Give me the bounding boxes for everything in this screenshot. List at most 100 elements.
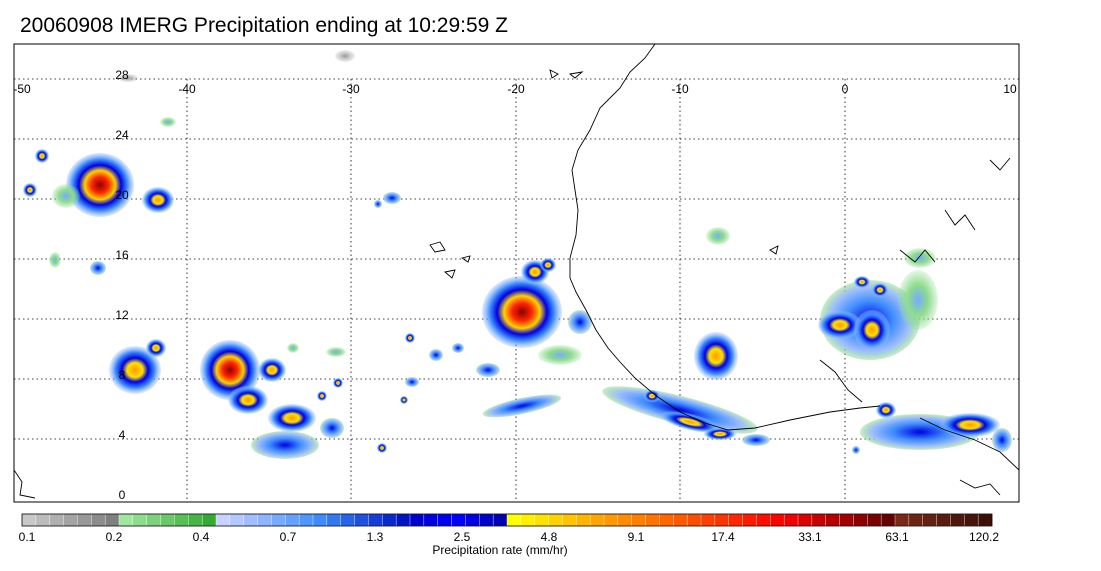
- colorbar-swatch: [91, 513, 106, 527]
- colorbar-swatch: [437, 513, 453, 527]
- colorbar-swatch: [867, 513, 882, 527]
- colorbar-swatch: [964, 513, 979, 527]
- lat-label: 8: [119, 368, 126, 382]
- colorbar-swatch: [534, 513, 550, 527]
- storm-cell: [568, 310, 592, 334]
- colorbar-swatch: [728, 513, 744, 527]
- storm-cell: [706, 227, 730, 245]
- colorbar-swatch: [298, 513, 314, 527]
- storm-cell: [160, 117, 176, 127]
- colorbar: 0.1 0.2 0.4 0.7 1.3 2.5 4.8 9.1 17.4 33.1 63.1 120.…: [19, 513, 999, 544]
- lat-label: 24: [115, 128, 129, 142]
- colorbar-swatch: [520, 513, 536, 527]
- storm-cell: [872, 283, 888, 297]
- storm-cell: [644, 390, 660, 402]
- latitude-labels: 28 24 20 16 12 8 4 0: [115, 68, 129, 502]
- storm-cell: [49, 252, 61, 268]
- colorbar-swatch: [285, 513, 300, 527]
- colorbar-swatch: [936, 513, 951, 527]
- colorbar-swatch: [423, 513, 439, 527]
- storm-cell: [200, 340, 260, 400]
- colorbar-swatch: [409, 513, 425, 527]
- longitude-labels: -50 -40 -30 -20 -10 0 10: [13, 82, 1017, 96]
- storm-cell: [452, 343, 464, 353]
- lon-label: -40: [178, 82, 196, 96]
- storm-cell: [317, 391, 327, 401]
- colorbar-swatch: [368, 513, 383, 527]
- storm-cell: [383, 192, 401, 204]
- storm-cell: [287, 343, 299, 353]
- storm-cell: [52, 184, 80, 208]
- colorbar-swatch: [257, 513, 272, 527]
- colorbar-swatch: [340, 513, 356, 527]
- colorbar-swatch: [977, 513, 993, 527]
- colorbar-swatch: [908, 513, 924, 527]
- colorbar-swatch: [673, 513, 688, 527]
- colorbar-swatch: [770, 513, 785, 527]
- colorbar-tick-label: 1.3: [367, 530, 384, 544]
- colorbar-swatch: [243, 513, 259, 527]
- map-title: 20060908 IMERG Precipitation ending at 1…: [20, 14, 508, 37]
- storm-cell: [146, 339, 166, 357]
- colorbar-tick-label: 120.2: [969, 530, 999, 544]
- colorbar-swatch: [63, 513, 78, 527]
- colorbar-swatch: [756, 513, 771, 527]
- storm-cell: [482, 276, 562, 348]
- storm-cell: [742, 434, 770, 446]
- colorbar-swatch: [271, 513, 286, 527]
- colorbar-swatch: [49, 513, 65, 527]
- colorbar-swatch: [562, 513, 577, 527]
- colorbar-swatch: [839, 513, 854, 527]
- colorbar-swatch: [811, 513, 827, 527]
- colorbar-swatch: [880, 513, 896, 527]
- colorbar-tick-label: 0.1: [19, 530, 36, 544]
- colorbar-tick-label: 17.4: [711, 530, 735, 544]
- colorbar-tick-label: 4.8: [541, 530, 558, 544]
- lon-label: -30: [342, 82, 360, 96]
- storm-cell: [228, 386, 268, 414]
- colorbar-swatch: [548, 513, 563, 527]
- lat-label: 0: [119, 488, 126, 502]
- colorbar-swatch: [659, 513, 674, 527]
- colorbar-swatch: [950, 513, 965, 527]
- colorbar-swatch: [797, 513, 813, 527]
- storm-cell: [818, 311, 862, 339]
- lat-label: 4: [119, 428, 126, 442]
- storm-cell: [660, 411, 720, 433]
- storm-cell: [992, 428, 1012, 452]
- storm-cell: [320, 418, 344, 438]
- colorbar-swatch: [395, 513, 411, 527]
- colorbar-tick-label: 9.1: [628, 530, 645, 544]
- colorbar-swatch: [146, 513, 162, 527]
- colorbar-swatch: [576, 513, 591, 527]
- lon-label: -20: [507, 82, 525, 96]
- storm-cell: [476, 363, 500, 377]
- storm-cell: [854, 310, 890, 350]
- colorbar-swatch: [382, 513, 397, 527]
- colorbar-swatch: [825, 513, 841, 527]
- lon-label: -50: [13, 82, 31, 96]
- colorbar-swatch: [77, 513, 92, 527]
- storm-cell: [142, 187, 174, 213]
- storm-cell: [23, 183, 37, 197]
- lon-label: 10: [1003, 82, 1017, 96]
- colorbar-swatch: [21, 513, 37, 527]
- colorbar-tick-label: 0.7: [280, 530, 297, 544]
- colorbar-swatch: [326, 513, 342, 527]
- colorbar-swatch: [215, 513, 231, 527]
- storm-cell: [377, 443, 387, 453]
- lat-label: 12: [115, 308, 129, 322]
- colorbar-swatch: [118, 513, 134, 527]
- colorbar-tick-label: 63.1: [885, 530, 909, 544]
- storm-cell: [852, 446, 860, 454]
- storm-cell: [335, 50, 355, 62]
- colorbar-swatch: [354, 513, 369, 527]
- storm-cell: [90, 261, 106, 275]
- colorbar-swatch: [132, 513, 148, 527]
- storm-cell: [374, 200, 382, 208]
- colorbar-swatch: [617, 513, 633, 527]
- storm-cell: [400, 396, 408, 404]
- coastline: [14, 44, 1019, 499]
- storm-cell: [482, 394, 562, 418]
- colorbar-tick-label: 0.4: [193, 530, 210, 544]
